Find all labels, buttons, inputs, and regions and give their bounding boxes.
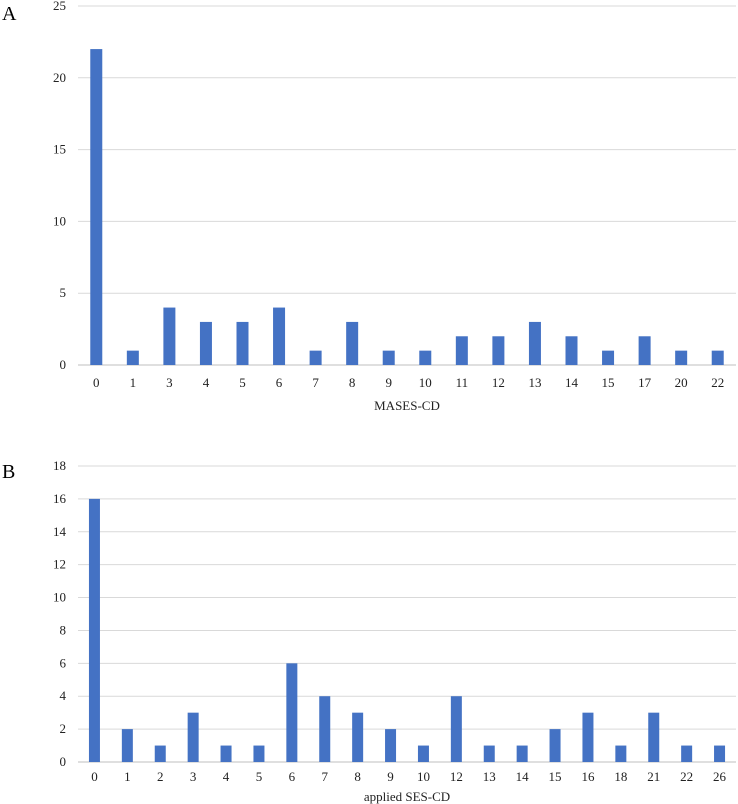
panel-b-bar-26 (714, 745, 726, 762)
panel-b-bar-12 (450, 696, 462, 762)
panel-b-y-tick-label: 8 (60, 622, 67, 637)
panel-b-x-tick-label: 10 (417, 769, 430, 784)
panel-b-bar-7 (319, 696, 331, 762)
panel-a-bar-13 (528, 321, 541, 365)
panel-a-bar-1 (126, 350, 139, 365)
panel-b-bar-2 (154, 745, 166, 762)
panel-b-bar-9 (385, 729, 397, 762)
panel-b-x-tick-label: 15 (549, 769, 562, 784)
panel-b-bar-18 (615, 745, 627, 762)
panel-a-bar-14 (565, 336, 578, 365)
panel-a-y-tick-label: 10 (53, 213, 66, 228)
panel-a-bar-0 (90, 49, 103, 366)
panel-a-y-tick-label: 5 (60, 285, 67, 300)
panel-b-bar-16 (582, 712, 594, 762)
panel-b-bar-21 (648, 712, 660, 762)
panel-b-bar-22 (681, 745, 693, 762)
panel-b-bar-1 (121, 729, 133, 762)
panel-b-x-tick-label: 7 (322, 769, 329, 784)
panel-b-x-tick-label: 16 (581, 769, 595, 784)
panel-b-x-tick-label: 26 (713, 769, 727, 784)
panel-a-bar-10 (419, 350, 432, 365)
panel-b-x-tick-label: 14 (516, 769, 530, 784)
panel-a-bar-3 (163, 307, 176, 365)
panel-b-x-tick-label: 18 (614, 769, 627, 784)
panel-a-x-tick-label: 1 (130, 375, 137, 390)
panel-b-y-tick-label: 12 (53, 557, 66, 572)
panel-b-y-tick-label: 18 (53, 458, 66, 473)
panel-a-bar-15 (602, 350, 615, 365)
panel-a-bar-11 (455, 336, 468, 365)
panel-a-bar-17 (638, 336, 651, 365)
panel-b-y-tick-label: 14 (53, 524, 67, 539)
panel-a-x-tick-label: 3 (166, 375, 173, 390)
panel-a-bar-6 (273, 307, 286, 365)
panel-a-x-tick-label: 10 (419, 375, 432, 390)
panel-b-x-tick-label: 0 (91, 769, 98, 784)
panel-b-x-tick-label: 6 (289, 769, 296, 784)
panel-b-x-tick-label: 12 (450, 769, 463, 784)
panel-b-x-axis-title: applied SES-CD (364, 789, 450, 804)
panel-a-x-tick-label: 11 (456, 375, 469, 390)
panel-a-x-tick-label: 14 (565, 375, 579, 390)
panel-b-x-tick-label: 8 (354, 769, 361, 784)
panel-a-bar-9 (382, 350, 395, 365)
panel-b-y-tick-label: 0 (60, 754, 67, 769)
panel-b-x-tick-label: 21 (647, 769, 660, 784)
panel-b-bar-13 (483, 745, 495, 762)
panel-b-y-tick-label: 10 (53, 590, 66, 605)
panel-a-y-tick-label: 0 (60, 357, 67, 372)
panel-a-x-tick-label: 0 (93, 375, 100, 390)
panel-a-x-tick-label: 7 (312, 375, 319, 390)
panel-a-x-tick-label: 5 (239, 375, 246, 390)
panel-b-bar-0 (88, 498, 100, 762)
panel-a-x-tick-label: 4 (203, 375, 210, 390)
panel-b-y-tick-label: 2 (60, 721, 67, 736)
panel-a-x-tick-label: 22 (711, 375, 724, 390)
panel-a-x-tick-label: 8 (349, 375, 356, 390)
panel-b-x-tick-label: 22 (680, 769, 693, 784)
panel-a-x-axis-title: MASES-CD (374, 398, 440, 413)
panel-a-bar-20 (675, 350, 688, 365)
panel-b-x-tick-label: 3 (190, 769, 197, 784)
panel-b-y-tick-label: 4 (60, 688, 67, 703)
panel-a-bar-8 (346, 321, 359, 365)
panel-a-bar-12 (492, 336, 505, 365)
panel-b-x-tick-label: 4 (223, 769, 230, 784)
panel-b-bar-10 (417, 745, 429, 762)
panel-b-x-tick-label: 5 (256, 769, 263, 784)
panel-a-x-tick-label: 13 (528, 375, 541, 390)
panel-b-bar-8 (352, 712, 364, 762)
panel-a-bar-22 (711, 350, 724, 365)
panel-b-y-tick-label: 6 (60, 655, 67, 670)
panel-b-bar-15 (549, 729, 561, 762)
panel-b-x-tick-label: 13 (483, 769, 496, 784)
panel-b-x-tick-label: 9 (387, 769, 394, 784)
panel-a-x-tick-label: 6 (276, 375, 283, 390)
panel-b-y-tick-label: 16 (53, 491, 67, 506)
panel-a-x-tick-label: 12 (492, 375, 505, 390)
panel-b-bar-14 (516, 745, 528, 762)
panel-a-bar-5 (236, 321, 249, 365)
panel-a-bar-7 (309, 350, 322, 365)
panel-b-x-tick-label: 2 (157, 769, 164, 784)
panel-a-x-tick-label: 15 (602, 375, 615, 390)
panel-a-y-tick-label: 20 (53, 70, 66, 85)
panel-a-letter: A (2, 3, 17, 25)
panel-b-bar-6 (286, 663, 298, 762)
panel-b-x-tick-label: 1 (124, 769, 131, 784)
panel-b-bar-3 (187, 712, 199, 762)
panel-a-bar-4 (199, 321, 212, 365)
panel-b-letter: B (2, 461, 15, 483)
panel-a-x-tick-label: 20 (675, 375, 688, 390)
panel-a-y-tick-label: 25 (53, 0, 66, 13)
panel-b-bar-4 (220, 745, 232, 762)
panel-b-bar-5 (253, 745, 265, 762)
panel-a-x-tick-label: 9 (385, 375, 392, 390)
panel-a-y-tick-label: 15 (53, 142, 66, 157)
panel-a-x-tick-label: 17 (638, 375, 652, 390)
